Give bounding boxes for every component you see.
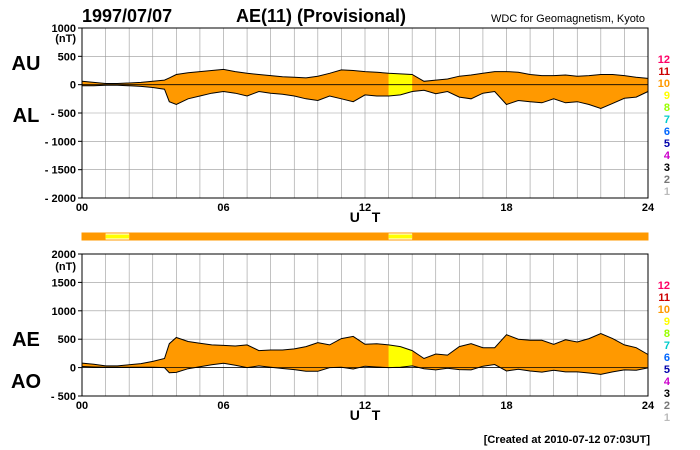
y-tick-label: - 500 <box>51 391 76 403</box>
station-bar-frame <box>81 232 649 241</box>
legend-item: 7 <box>664 340 670 352</box>
x-tick-label: 18 <box>500 400 512 412</box>
legend-item: 8 <box>664 102 670 114</box>
y-tick-label: - 500 <box>51 108 76 120</box>
y-tick-label: - 1500 <box>45 165 76 177</box>
legend-item: 2 <box>664 174 670 186</box>
station-bar-segment <box>129 233 389 240</box>
legend-item: 3 <box>664 388 670 400</box>
y-tick-label: 500 <box>58 334 76 346</box>
series-line-al <box>82 84 649 110</box>
x-tick-label: 24 <box>642 400 655 412</box>
x-axis-label: U T <box>350 209 385 225</box>
chart-panel-1: 1000 500 0 - 500 - 1000 - 1500 - 2000 (nT) 00 06 1… <box>12 23 671 225</box>
y-unit-label: (nT) <box>55 261 76 273</box>
station-count-area <box>82 69 648 109</box>
plot-title: AE(11) (Provisional) <box>236 6 406 26</box>
station-bar-segment <box>105 234 130 239</box>
x-tick-label: 24 <box>642 202 655 214</box>
x-tick-label: 12 <box>359 400 371 412</box>
station-count-area <box>82 333 648 375</box>
legend-item: 9 <box>664 90 670 102</box>
legend-item: 3 <box>664 162 670 174</box>
station-bar-segment <box>412 233 648 240</box>
legend-item: 12 <box>658 54 670 66</box>
lower-index-label: AO <box>11 371 41 393</box>
y-unit-label: (nT) <box>55 33 76 45</box>
station-bar-segment <box>82 233 106 240</box>
x-tick-label: 12 <box>359 202 371 214</box>
x-axis-label: U T <box>350 407 385 423</box>
x-tick-label: 00 <box>76 400 88 412</box>
creation-timestamp: [Created at 2010-07-12 07:03UT] <box>484 434 651 446</box>
legend-item: 6 <box>664 352 670 364</box>
reduced-station-area <box>388 333 413 375</box>
data-source-credit: WDC for Geomagnetism, Kyoto <box>491 13 645 25</box>
y-tick-label: 1500 <box>52 277 76 289</box>
plot-frame <box>81 253 649 397</box>
legend-item: 7 <box>664 114 670 126</box>
legend-item: 8 <box>664 328 670 340</box>
legend-item: 2 <box>664 400 670 412</box>
y-tick-label: 0 <box>70 80 76 92</box>
legend-item: 4 <box>664 376 671 388</box>
y-tick-label: - 1000 <box>45 136 76 148</box>
legend-item: 1 <box>664 186 670 198</box>
y-tick-label: 1000 <box>52 23 76 35</box>
x-tick-label: 06 <box>217 400 229 412</box>
plot-date: 1997/07/07 <box>82 6 172 26</box>
legend-item: 5 <box>664 364 670 376</box>
y-tick-label: 2000 <box>52 249 76 261</box>
y-tick-label: - 2000 <box>45 193 76 205</box>
upper-index-label: AU <box>12 53 41 75</box>
y-tick-label: 0 <box>70 363 76 375</box>
legend-item: 11 <box>658 292 670 304</box>
y-tick-label: 500 <box>58 51 76 63</box>
legend-item: 1 <box>664 412 670 424</box>
series-line-ae <box>81 332 649 367</box>
legend-item: 4 <box>664 150 671 162</box>
legend-item: 5 <box>664 138 670 150</box>
series-line-au <box>81 68 649 84</box>
legend-item: 11 <box>658 66 670 78</box>
y-tick-label: 1000 <box>52 306 76 318</box>
x-tick-label: 18 <box>500 202 512 214</box>
x-tick-label: 00 <box>76 202 88 214</box>
x-tick-label: 06 <box>217 202 229 214</box>
lower-index-label: AL <box>13 105 40 127</box>
station-count-bar <box>81 232 649 241</box>
legend-item: 12 <box>658 280 670 292</box>
legend-item: 10 <box>658 304 670 316</box>
upper-index-label: AE <box>12 329 40 351</box>
legend-item: 6 <box>664 126 670 138</box>
plot-frame <box>81 27 649 199</box>
legend-item: 10 <box>658 78 670 90</box>
station-bar-segment <box>388 234 413 239</box>
legend-item: 9 <box>664 316 670 328</box>
